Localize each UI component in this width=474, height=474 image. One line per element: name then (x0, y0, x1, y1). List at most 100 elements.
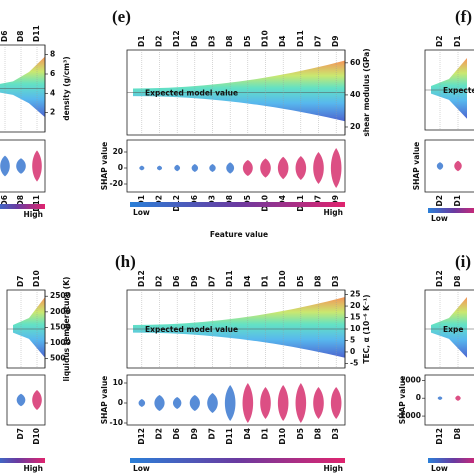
shap-axis-label: SHAP value (100, 142, 109, 191)
violin (32, 150, 42, 182)
violin (226, 162, 235, 174)
category-label: D6 (190, 36, 199, 47)
category-label: D8 (16, 195, 25, 206)
y-tick-label: 6 (50, 69, 55, 78)
expected-label: Expected model value (145, 325, 238, 334)
category-label: D2 (155, 276, 164, 287)
violin (242, 383, 254, 423)
legend-low: Low (133, 464, 150, 473)
category-label: D10 (261, 30, 270, 47)
category-label: D1 (137, 195, 146, 206)
shap-plot-frame (424, 374, 474, 426)
violin (172, 397, 182, 409)
y-tick-label: 2000 (50, 307, 71, 316)
violin (436, 162, 444, 170)
y-tick-label: 2500 (50, 291, 71, 300)
violin (454, 160, 462, 172)
category-label: D12 (137, 270, 146, 287)
colorbar (428, 208, 474, 213)
category-label: D2 (155, 428, 164, 439)
legend-high: High (23, 210, 43, 219)
category-label: D7 (314, 195, 323, 206)
category-label: D11 (32, 25, 41, 42)
y-tick-label: 0 (350, 347, 355, 356)
shap-plot-frame (424, 139, 474, 193)
expected-label: Expected model value (145, 89, 238, 98)
violin (139, 165, 145, 171)
colorbar (0, 204, 45, 209)
violin (295, 156, 307, 180)
category-label: D8 (225, 195, 234, 206)
category-label: D7 (314, 36, 323, 47)
category-label: D8 (453, 428, 462, 439)
violin (277, 156, 289, 180)
category-label: D6 (0, 195, 9, 206)
violin (260, 158, 271, 178)
violin (277, 385, 289, 421)
category-label: D8 (453, 276, 462, 287)
shap-tick-label: -10 (109, 418, 123, 427)
y-axis-label: density (g/cm³) (62, 56, 71, 120)
line-bundle (133, 297, 345, 358)
shap-tick-label: 20 (113, 147, 123, 156)
y-tick-label: 5 (350, 335, 355, 344)
category-label: D7 (16, 276, 25, 287)
category-label: D12 (435, 270, 444, 287)
category-label: D2 (435, 195, 444, 206)
category-label: D2 (435, 36, 444, 47)
category-label: D8 (225, 36, 234, 47)
category-label: D7 (208, 276, 217, 287)
category-label: D6 (190, 195, 199, 206)
y-tick-label: 40 (350, 90, 360, 99)
violin (209, 164, 216, 172)
y-tick-label: 2 (50, 108, 55, 117)
category-label: D6 (172, 276, 181, 287)
category-label: D11 (225, 270, 234, 287)
y-tick-label: 1500 (50, 322, 71, 331)
shap-axis-label: SHAP value (100, 376, 109, 425)
shap-tick-label: 0 (416, 393, 421, 402)
category-label: D4 (243, 276, 252, 287)
y-tick-label: 4 (50, 88, 55, 97)
violin (189, 395, 200, 411)
y-tick-label: 15 (350, 313, 360, 322)
shap-axis-label: SHAP value (412, 142, 421, 191)
category-label: D1 (137, 36, 146, 47)
category-label: D5 (243, 195, 252, 206)
y-tick-label: 20 (350, 301, 360, 310)
violin (16, 393, 26, 407)
category-label: D1 (261, 276, 270, 287)
panel-title: (h) (115, 252, 136, 271)
y-tick-label: 500 (50, 354, 66, 363)
violin (207, 393, 218, 413)
shap-tick-label: -1000 (397, 411, 421, 420)
y-tick-label: 25 (350, 290, 360, 299)
legend-title: Feature value (210, 230, 268, 239)
violin (313, 152, 324, 184)
category-label: D11 (32, 195, 41, 212)
violin (191, 164, 199, 172)
violin (138, 399, 146, 407)
violin (330, 387, 342, 419)
category-label: D12 (137, 428, 146, 445)
category-label: D11 (225, 428, 234, 445)
shap-plot-frame (0, 139, 46, 193)
shap-tick-label: 10 (113, 378, 123, 387)
panel-title: (f) (455, 7, 472, 26)
violin (437, 396, 443, 400)
category-label: D3 (331, 276, 340, 287)
category-label: D7 (16, 428, 25, 439)
y-axis-label: TEC, α (10⁻⁶ K⁻¹) (362, 294, 371, 363)
violin (0, 155, 10, 177)
shap-tick-label: 0 (118, 398, 123, 407)
category-label: D11 (296, 30, 305, 47)
y-tick-label: -5 (350, 358, 358, 367)
violin (32, 390, 42, 410)
shap-tick-label: -20 (109, 179, 123, 188)
y-tick-label: 20 (350, 122, 360, 131)
violin (330, 148, 342, 188)
category-label: D2 (155, 36, 164, 47)
category-label: D3 (208, 195, 217, 206)
legend-low: Low (431, 214, 448, 223)
category-label: D9 (331, 195, 340, 206)
